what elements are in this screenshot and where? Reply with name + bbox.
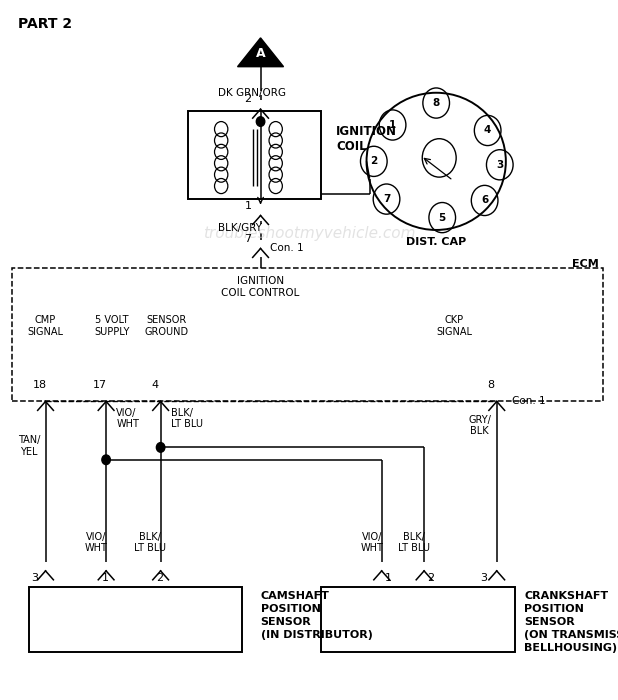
Text: VIO/
WHT: VIO/ WHT	[361, 532, 384, 554]
Text: 4: 4	[484, 125, 491, 136]
Text: 3: 3	[481, 573, 488, 583]
Text: 4: 4	[151, 381, 158, 391]
Circle shape	[256, 117, 265, 127]
Text: BLK/GRY: BLK/GRY	[218, 223, 262, 233]
Text: CMP
SIGNAL: CMP SIGNAL	[28, 315, 64, 337]
Text: 2: 2	[156, 573, 164, 583]
Circle shape	[422, 139, 456, 177]
Text: IGNITION
COIL CONTROL: IGNITION COIL CONTROL	[221, 276, 300, 298]
Polygon shape	[237, 38, 284, 66]
Text: 1: 1	[385, 573, 392, 583]
Text: 2: 2	[244, 94, 252, 104]
Text: GRY/
BLK: GRY/ BLK	[468, 414, 491, 436]
Text: ECM: ECM	[572, 259, 598, 269]
Text: 7: 7	[244, 234, 252, 244]
Text: troubleshootmyvehicle.com: troubleshootmyvehicle.com	[203, 226, 415, 241]
Text: 1: 1	[389, 120, 396, 130]
Text: A: A	[256, 47, 265, 60]
Text: BLK/
LT BLU: BLK/ LT BLU	[171, 408, 203, 429]
Text: IGNITION
COIL: IGNITION COIL	[336, 125, 397, 153]
Text: CKP
SIGNAL: CKP SIGNAL	[436, 315, 472, 337]
Text: 8: 8	[487, 381, 494, 391]
FancyBboxPatch shape	[188, 111, 321, 199]
Text: 2: 2	[370, 156, 378, 167]
Text: 3: 3	[32, 573, 38, 583]
Text: DIST. CAP: DIST. CAP	[406, 237, 467, 247]
Text: 1: 1	[102, 573, 109, 583]
Text: 5 VOLT
SUPPLY: 5 VOLT SUPPLY	[95, 315, 130, 337]
Circle shape	[156, 442, 165, 452]
Text: Con. 1: Con. 1	[512, 396, 546, 407]
Text: SENSOR
GROUND: SENSOR GROUND	[145, 315, 188, 337]
Text: 2: 2	[427, 573, 434, 583]
Text: 6: 6	[481, 195, 488, 206]
Text: 1: 1	[245, 201, 252, 211]
Text: 3: 3	[496, 160, 504, 170]
Text: TAN/
YEL: TAN/ YEL	[18, 435, 40, 457]
Text: CAMSHAFT
POSITION
SENSOR
(IN DISTRIBUTOR): CAMSHAFT POSITION SENSOR (IN DISTRIBUTOR…	[261, 592, 373, 640]
Text: 7: 7	[383, 194, 390, 204]
Circle shape	[102, 455, 111, 465]
Text: BLK/
LT BLU: BLK/ LT BLU	[398, 532, 430, 554]
Text: VIO/
WHT: VIO/ WHT	[85, 532, 108, 554]
Text: 18: 18	[32, 381, 46, 391]
FancyBboxPatch shape	[12, 267, 603, 402]
Text: Con. 1: Con. 1	[269, 244, 303, 253]
Text: VIO/
WHT: VIO/ WHT	[116, 408, 139, 429]
Text: PART 2: PART 2	[19, 18, 72, 32]
FancyBboxPatch shape	[29, 587, 242, 652]
Text: CRANKSHAFT
POSITION
SENSOR
(ON TRANSMISSION
BELLHOUSING): CRANKSHAFT POSITION SENSOR (ON TRANSMISS…	[524, 592, 618, 652]
Text: 17: 17	[93, 381, 107, 391]
FancyBboxPatch shape	[321, 587, 515, 652]
Text: 5: 5	[439, 213, 446, 223]
Text: DK GRN/ORG: DK GRN/ORG	[218, 88, 286, 98]
Text: BLK/
LT BLU: BLK/ LT BLU	[134, 532, 166, 554]
Text: 8: 8	[433, 98, 440, 108]
